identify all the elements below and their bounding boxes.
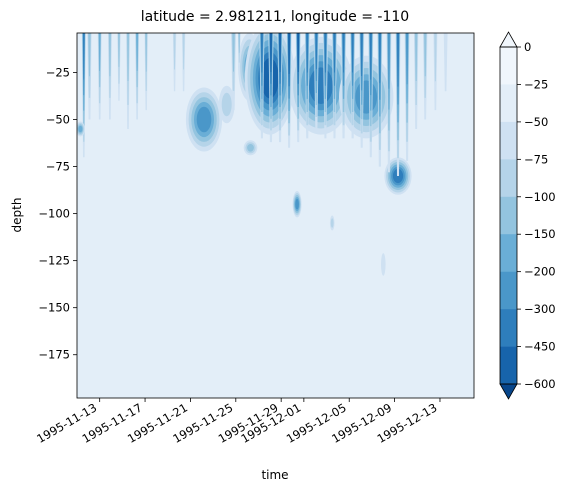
contour-layer [77, 33, 448, 276]
colorbar-segment [500, 346, 517, 385]
contour-blob [247, 144, 254, 152]
contour-blob [309, 67, 333, 104]
contour-blob [221, 92, 232, 117]
contour-streak [443, 33, 448, 92]
colorbar-frame [499, 46, 518, 385]
y-tick-label: −125 [38, 254, 70, 268]
contour-streak [306, 33, 309, 73]
contour-streak [270, 33, 272, 72]
contour-streak [415, 33, 418, 81]
colorbar-extend-top [499, 31, 518, 48]
colorbar-tick-label: 0 [524, 40, 531, 54]
colorbar-tick-label: −450 [524, 340, 556, 354]
contour-streak [173, 33, 176, 70]
contour-streak [118, 33, 120, 67]
contour-streak [232, 33, 235, 72]
colorbar-tick-label: −150 [524, 227, 556, 241]
plot-frame [76, 32, 475, 399]
contour-streak [127, 33, 129, 81]
y-axis-label: depth [10, 198, 24, 233]
contour-streak [260, 33, 263, 73]
contour-streak [324, 33, 327, 73]
colorbar-segment [500, 84, 517, 123]
colorbar-tick-label: −600 [524, 377, 556, 391]
contour-blob [355, 80, 378, 114]
chart-title: latitude = 2.981211, longitude = -110 [141, 9, 409, 25]
contour-blob [330, 218, 334, 228]
colorbar-extend-bottom [499, 383, 518, 400]
contour-streak [108, 33, 111, 77]
colorbar-tick-label: −300 [524, 302, 556, 316]
contour-streak [297, 33, 300, 72]
contour-blob [196, 106, 212, 133]
contour-streak [342, 33, 345, 73]
contour-streak [279, 33, 281, 72]
contour-streak [288, 33, 290, 74]
contour-streak [136, 33, 138, 71]
colorbar: 0 −25 −50 −75 −100 −150 −200 −300 −450 −600 [499, 31, 556, 400]
y-axis: −25 −50 −75 −100 −125 −150 −175 [38, 66, 77, 362]
contour-streak [397, 33, 399, 87]
contour-streak [88, 33, 91, 77]
contour-streak [238, 33, 240, 53]
colorbar-segment [500, 234, 517, 272]
colorbar-tick-label: −25 [524, 77, 548, 91]
contour-blob [78, 125, 83, 133]
contour-blob [295, 198, 299, 210]
contour-streak [98, 33, 101, 71]
x-axis-label: time [261, 468, 288, 482]
colorbar-segment [500, 159, 517, 198]
contour-streak [434, 33, 437, 82]
contour-streak [378, 33, 381, 84]
y-tick-label: −175 [38, 348, 70, 362]
y-tick-label: −150 [38, 301, 70, 315]
contour-streak [315, 33, 318, 69]
y-tick-label: −50 [46, 113, 70, 127]
contour-blob [381, 253, 386, 276]
colorbar-tick-label: −200 [524, 265, 556, 279]
y-tick-label: −100 [38, 207, 70, 221]
contour-streak [360, 33, 363, 76]
contour-streak [182, 33, 185, 70]
contour-streak [369, 33, 372, 80]
contour-streak [145, 33, 147, 72]
colorbar-tick-label: −75 [524, 152, 548, 166]
plot-area [77, 33, 474, 398]
colorbar-segment [500, 271, 517, 310]
colorbar-segment [500, 121, 517, 160]
contour-streak [351, 33, 354, 73]
contour-streak [333, 33, 336, 73]
colorbar-tick-label: −100 [524, 190, 556, 204]
colorbar-segment [500, 196, 517, 235]
x-axis: 1995-11-131995-11-171995-11-211995-11-25… [34, 398, 441, 446]
colorbar-segment [500, 47, 517, 85]
contour-streak [424, 33, 427, 77]
y-tick-label: −25 [46, 66, 70, 80]
colorbar-segment [500, 309, 517, 347]
colorbar-tick-label: −50 [524, 115, 548, 129]
contour-streak [83, 33, 85, 80]
contour-streak [406, 33, 409, 85]
y-tick-label: −75 [46, 160, 70, 174]
contour-streak [387, 33, 390, 89]
